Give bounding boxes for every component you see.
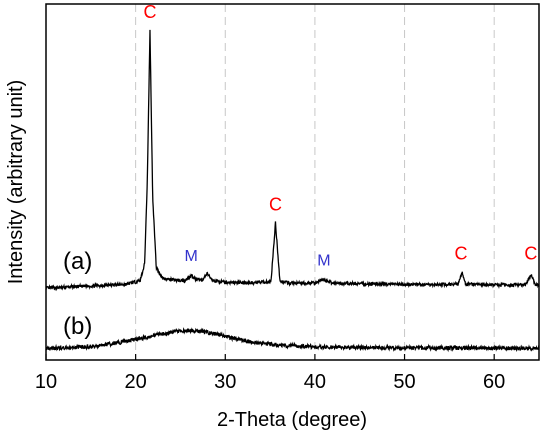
- peak-label-c-2: C: [269, 194, 282, 214]
- peak-label-m-3: M: [317, 253, 330, 270]
- peak-label-c-5: C: [524, 243, 537, 263]
- series-label-b: (b): [63, 313, 92, 340]
- series-layer: [45, 29, 540, 353]
- x-tick-label-30: 30: [214, 371, 236, 393]
- x-tick-label-20: 20: [125, 371, 147, 393]
- x-tick-label-50: 50: [393, 371, 415, 393]
- plot-frame: [45, 3, 540, 361]
- x-axis-label: 2-Theta (degree): [217, 409, 367, 431]
- x-axis-ticks: 10 20 30 40 50 60: [35, 354, 505, 393]
- peak-annotations: C M C M C C: [143, 2, 537, 269]
- grid-lines: [135, 4, 495, 360]
- peak-label-m-1: M: [185, 248, 198, 265]
- x-tick-label-40: 40: [304, 371, 326, 393]
- x-tick-label-10: 10: [35, 371, 57, 393]
- series-line-b: [45, 327, 540, 353]
- peak-label-c-0: C: [143, 2, 156, 22]
- series-line-a: [45, 29, 540, 292]
- peak-label-c-4: C: [455, 243, 468, 263]
- series-label-a: (a): [63, 248, 92, 275]
- y-axis-label: Intensity (arbitrary unit): [5, 80, 27, 285]
- x-tick-label-60: 60: [483, 371, 505, 393]
